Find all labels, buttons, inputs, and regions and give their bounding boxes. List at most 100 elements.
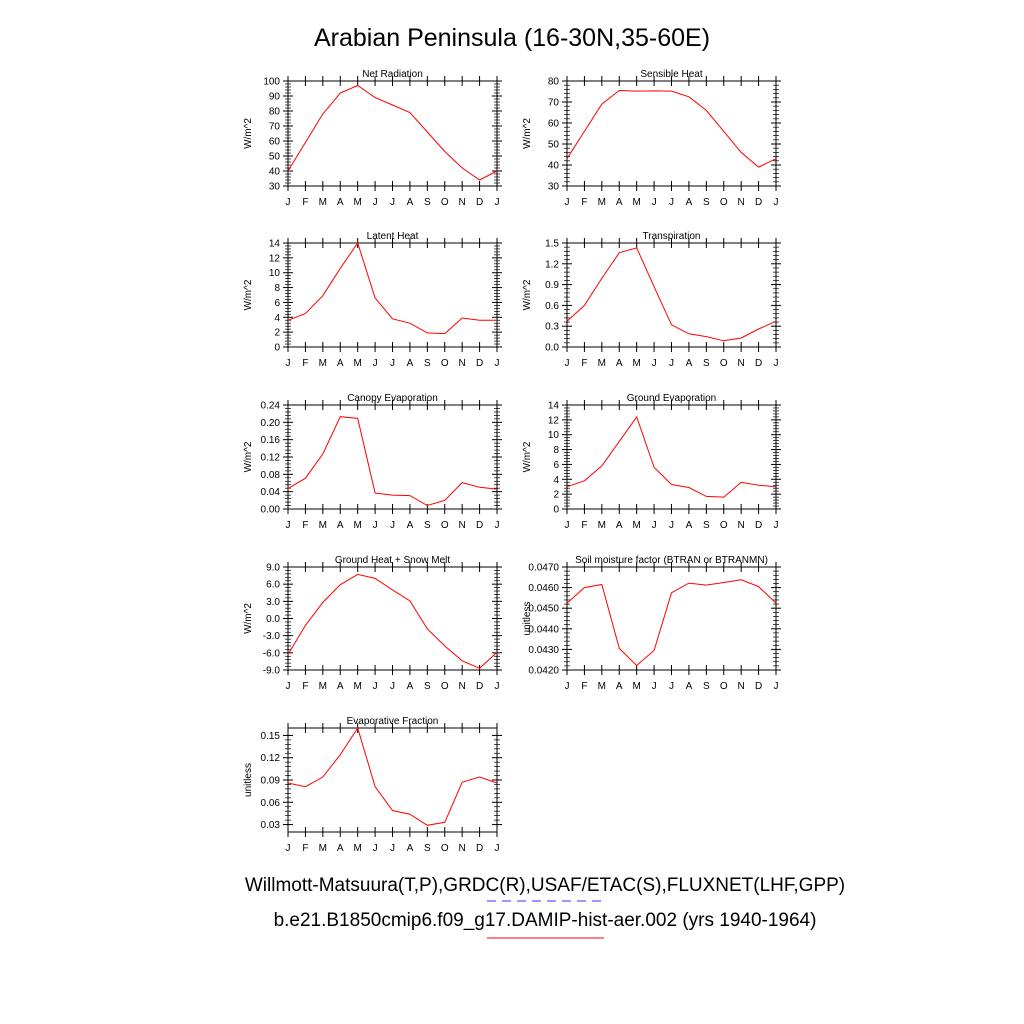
- model-series-line: [287, 573, 498, 669]
- x-tick-label: M: [353, 358, 361, 369]
- y-tick-label: 1.2: [545, 259, 559, 270]
- y-tick-label: 0.0: [266, 614, 280, 625]
- panel-title: Canopy Evaporation: [347, 393, 438, 404]
- y-tick-label: -3.0: [263, 631, 281, 642]
- x-tick-label: D: [755, 681, 762, 692]
- x-tick-label: J: [373, 681, 378, 692]
- y-tick-label: 100: [263, 77, 280, 88]
- y-tick-label: 0.24: [261, 401, 281, 412]
- panel-title: Transpiration: [643, 231, 701, 242]
- x-tick-label: J: [373, 520, 378, 531]
- y-tick-label: 4: [274, 313, 280, 324]
- x-tick-label: D: [755, 358, 762, 369]
- x-tick-label: J: [774, 681, 779, 692]
- x-tick-label: J: [390, 681, 395, 692]
- x-tick-label: J: [495, 843, 500, 854]
- y-tick-label: 0.0460: [528, 583, 559, 594]
- y-axis-label: W/m^2: [522, 441, 533, 472]
- x-tick-label: J: [495, 197, 500, 208]
- panel-title: Ground Heat + Snow Melt: [335, 555, 451, 566]
- y-tick-label: 0.08: [261, 470, 281, 481]
- x-tick-label: J: [390, 520, 395, 531]
- y-tick-label: 4: [553, 475, 559, 486]
- y-tick-label: 6: [274, 298, 280, 309]
- panel-7: Ground Heat + Snow Melt W/m^2 -9.0 -6.0 -3.0…: [243, 555, 502, 692]
- x-tick-label: J: [565, 520, 570, 531]
- x-tick-label: J: [286, 520, 291, 531]
- x-tick-label: J: [373, 843, 378, 854]
- x-tick-label: J: [652, 197, 657, 208]
- x-tick-label: O: [441, 681, 449, 692]
- y-tick-label: 0.0470: [528, 563, 559, 574]
- y-tick-label: 60: [548, 119, 560, 130]
- figure-title: Arabian Peninsula (16-30N,35-60E): [314, 24, 710, 52]
- panel-5: Canopy Evaporation W/m^2 0.00 0.04 0.08 0.12 0…: [243, 393, 502, 531]
- x-tick-label: F: [581, 197, 587, 208]
- x-tick-label: J: [652, 681, 657, 692]
- x-tick-label: O: [441, 520, 449, 531]
- x-tick-label: J: [286, 843, 291, 854]
- y-tick-label: 0.3: [545, 322, 559, 333]
- y-tick-label: 30: [269, 182, 281, 193]
- model-series-line: [287, 241, 497, 335]
- x-tick-label: M: [353, 197, 361, 208]
- y-axis-label: unitless: [522, 602, 533, 636]
- y-tick-label: 0.03: [261, 820, 281, 831]
- x-tick-label: D: [476, 681, 483, 692]
- y-tick-label: 10: [548, 430, 560, 441]
- x-tick-label: J: [669, 358, 674, 369]
- x-tick-label: J: [565, 681, 570, 692]
- y-tick-label: 0.09: [261, 776, 281, 787]
- y-tick-label: 80: [548, 77, 560, 88]
- x-tick-label: N: [459, 681, 466, 692]
- x-tick-label: N: [459, 197, 466, 208]
- x-tick-label: A: [686, 358, 693, 369]
- x-tick-label: N: [738, 358, 745, 369]
- model-series-line: [566, 579, 777, 667]
- plot-frame: [287, 727, 498, 833]
- x-tick-label: A: [616, 197, 623, 208]
- x-tick-label: D: [755, 197, 762, 208]
- y-tick-label: 0.0420: [528, 666, 559, 677]
- plot-frame: [287, 566, 498, 671]
- x-tick-label: N: [459, 358, 466, 369]
- panel-title: Soil moisture factor (BTRAN or BTRANMN): [575, 555, 768, 566]
- y-tick-label: 8: [274, 283, 280, 294]
- y-axis-label: W/m^2: [522, 279, 533, 310]
- x-tick-label: O: [720, 197, 728, 208]
- x-tick-label: J: [774, 197, 779, 208]
- x-tick-label: N: [738, 197, 745, 208]
- x-tick-label: J: [774, 358, 779, 369]
- x-tick-label: J: [495, 520, 500, 531]
- x-tick-label: M: [632, 358, 640, 369]
- x-tick-label: S: [424, 197, 431, 208]
- y-tick-label: -6.0: [263, 648, 281, 659]
- x-tick-label: M: [319, 358, 327, 369]
- panel-title: Sensible Heat: [640, 69, 702, 80]
- x-tick-label: D: [476, 358, 483, 369]
- y-tick-label: 40: [269, 167, 281, 178]
- x-tick-label: J: [652, 358, 657, 369]
- y-tick-label: 0.0: [545, 343, 559, 354]
- x-tick-label: N: [738, 520, 745, 531]
- x-tick-label: F: [581, 681, 587, 692]
- x-tick-label: J: [652, 520, 657, 531]
- x-tick-label: J: [373, 358, 378, 369]
- y-tick-label: 0.15: [261, 731, 281, 742]
- x-tick-label: F: [302, 520, 308, 531]
- y-tick-label: 0: [553, 505, 559, 516]
- x-tick-label: J: [565, 358, 570, 369]
- y-tick-label: 90: [269, 92, 281, 103]
- x-tick-label: M: [319, 520, 327, 531]
- legend-obs-label: Willmott-Matsuura(T,P),GRDC(R),USAF/ETAC…: [245, 875, 845, 896]
- x-tick-label: N: [459, 843, 466, 854]
- x-tick-label: J: [286, 358, 291, 369]
- y-tick-label: 6: [553, 460, 559, 471]
- x-tick-label: J: [286, 681, 291, 692]
- plot-frame: [566, 566, 777, 671]
- x-tick-label: D: [476, 197, 483, 208]
